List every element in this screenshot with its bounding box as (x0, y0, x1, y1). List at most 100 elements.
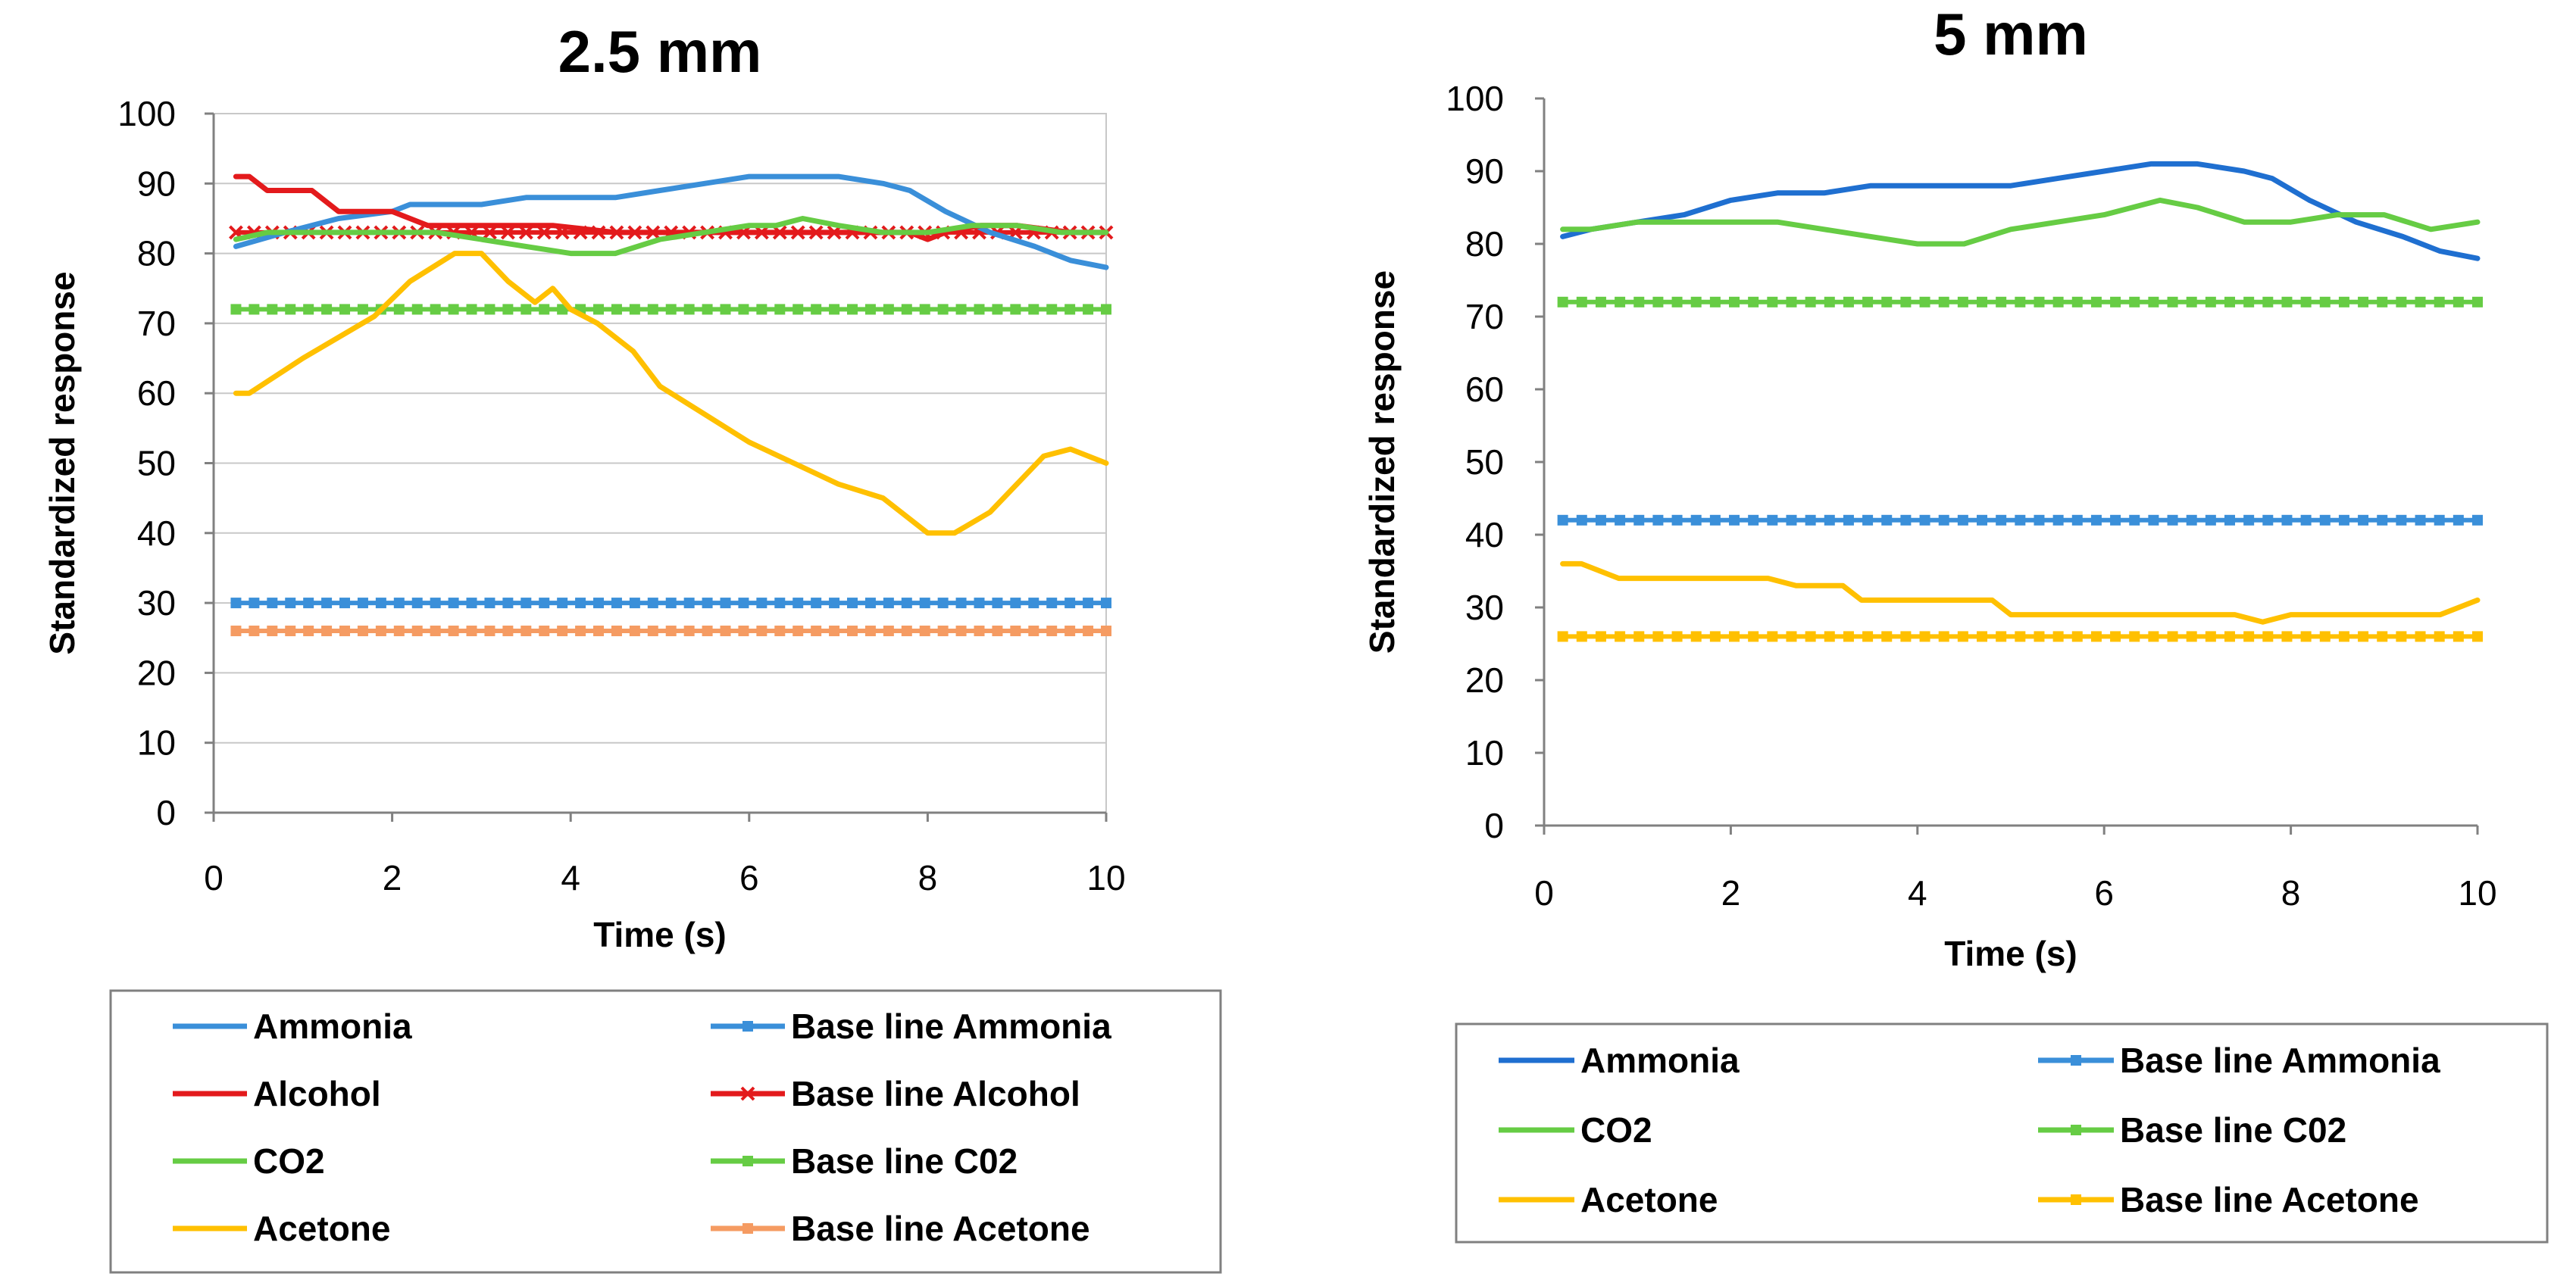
legend-item-acetone: Acetone (1499, 1180, 1718, 1219)
baseline-marker (593, 598, 605, 609)
baseline-marker (1101, 598, 1111, 609)
baseline-marker (702, 598, 713, 609)
x-tick-label: 0 (1534, 873, 1554, 913)
baseline-marker (2319, 296, 2331, 307)
legend-item-base-line-c02: Base line C02 (2038, 1110, 2346, 1150)
baseline-marker (1557, 296, 1568, 307)
baseline-marker (1557, 514, 1568, 526)
baseline-marker (2300, 514, 2312, 526)
baseline-marker (502, 304, 514, 315)
baseline-marker (2052, 296, 2064, 307)
baseline-marker (2148, 296, 2159, 307)
baseline-marker (1010, 304, 1021, 315)
x-tick-label: 0 (204, 858, 224, 897)
baseline-marker (321, 598, 333, 609)
baseline-marker (1786, 296, 1797, 307)
baseline-marker (1862, 514, 1874, 526)
baseline-marker (2167, 296, 2178, 307)
baseline-marker (864, 626, 876, 637)
baseline-marker (2224, 631, 2236, 642)
baseline-marker (230, 626, 242, 637)
baseline-marker (502, 626, 514, 637)
baseline-marker-stroke (483, 225, 497, 240)
chart-2-5mm: 2.5 mm 0 10 20 30 40 50 60 70 80 90 100 0 2 4 6 8 10 Time … (42, 18, 1222, 1274)
baseline-marker (2453, 631, 2464, 642)
baseline-marker (992, 304, 1003, 315)
baseline-marker (2186, 296, 2197, 307)
legend-label: Base line Ammonia (2120, 1041, 2440, 1080)
series-line-ammonia (1560, 161, 2481, 261)
baseline-marker (1843, 514, 1854, 526)
y-tick-label: 90 (1465, 151, 1504, 191)
baseline-marker (430, 626, 441, 637)
baseline-marker (2071, 514, 2083, 526)
series-base-line-c02 (1557, 296, 2483, 307)
legend: Ammonia Base line Ammonia CO2 Base line C02… (1455, 1022, 2549, 1244)
legend-label: Alcohol (253, 1074, 381, 1113)
baseline-marker (919, 598, 930, 609)
baseline-marker (2015, 514, 2026, 526)
baseline-marker (992, 598, 1003, 609)
baseline-marker (665, 626, 677, 637)
x-tick-label: 4 (561, 858, 580, 897)
baseline-marker (393, 626, 405, 637)
baseline-marker (357, 598, 368, 609)
legend-label: Base line Acetone (2120, 1180, 2419, 1219)
baseline-marker (2110, 296, 2121, 307)
baseline-marker (2015, 296, 2026, 307)
baseline-marker (2434, 514, 2445, 526)
baseline-marker (1938, 631, 1949, 642)
series-line-acetone (1560, 560, 2481, 625)
baseline-marker (2358, 631, 2369, 642)
baseline-marker (2262, 296, 2274, 307)
series-co2 (1560, 197, 2481, 247)
baseline-marker (611, 598, 622, 609)
baseline-marker (1709, 514, 1721, 526)
baseline-marker (2434, 631, 2445, 642)
y-tick-label: 40 (1465, 515, 1504, 554)
baseline-marker (230, 598, 242, 609)
baseline-marker (1957, 296, 1968, 307)
baseline-marker (2224, 296, 2236, 307)
chart-title: 2.5 mm (558, 18, 762, 85)
baseline-marker (539, 598, 550, 609)
baseline-marker (720, 626, 731, 637)
baseline-marker (1977, 296, 1988, 307)
baseline-marker (1862, 296, 1874, 307)
baseline-marker (357, 626, 368, 637)
baseline-marker (811, 304, 822, 315)
baseline-marker (518, 225, 533, 240)
legend-item-base-line-ammonia: Base line Ammonia (2038, 1041, 2440, 1080)
baseline-marker (1671, 514, 1683, 526)
baseline-marker (393, 304, 405, 315)
legend-label: Acetone (1580, 1180, 1718, 1219)
baseline-marker (2205, 631, 2216, 642)
baseline-marker (1671, 631, 1683, 642)
baseline-marker (738, 598, 749, 609)
baseline-marker (1690, 631, 1702, 642)
baseline-marker (2434, 296, 2445, 307)
baseline-marker (2052, 631, 2064, 642)
baseline-marker (303, 626, 314, 637)
baseline-marker (1900, 514, 1912, 526)
baseline-marker (2167, 514, 2178, 526)
baseline-marker (937, 304, 949, 315)
baseline-marker (303, 598, 314, 609)
baseline-marker (1996, 296, 2007, 307)
legend-label: Base line Acetone (791, 1209, 1090, 1248)
baseline-marker (1652, 631, 1664, 642)
baseline-marker (484, 304, 496, 315)
x-tick-label: 6 (2094, 873, 2114, 913)
baseline-marker (829, 626, 840, 637)
series-line-co2 (233, 216, 1109, 257)
baseline-marker (2224, 514, 2236, 526)
baseline-marker (665, 304, 677, 315)
baseline-marker (774, 304, 786, 315)
series-base-line-acetone (230, 626, 1111, 637)
baseline-marker (557, 598, 568, 609)
baseline-marker (974, 598, 985, 609)
legend-item-ammonia: Ammonia (173, 1007, 412, 1046)
baseline-marker (2071, 296, 2083, 307)
baseline-marker (829, 304, 840, 315)
baseline-marker (992, 626, 1003, 637)
